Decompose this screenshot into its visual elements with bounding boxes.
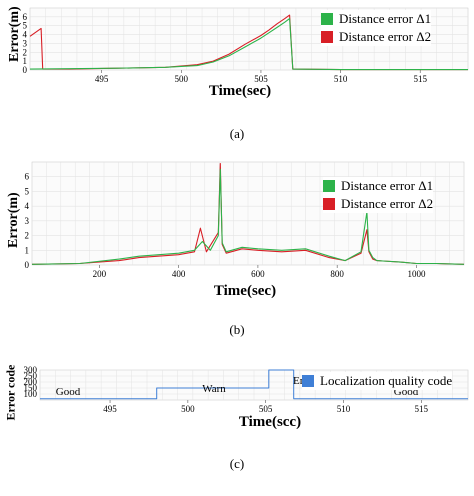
- chart-c-ylabel: Error code: [3, 364, 18, 421]
- y-tick-label: 0: [23, 65, 28, 75]
- legend-swatch-blue: [302, 375, 314, 387]
- chart-a-ylabel: Error(m): [7, 6, 22, 62]
- y-tick-label: 250: [24, 371, 38, 381]
- y-tick-label: 3: [25, 216, 30, 226]
- x-tick-label: 500: [175, 74, 189, 84]
- legend-label: Distance error Δ2: [341, 196, 434, 211]
- chart-panel-a: 0 1 2 3 4 5 6 495 500 505 510 515 Error(m) Time(sec…: [0, 0, 474, 150]
- x-tick-label: 200: [93, 269, 107, 279]
- y-tick-label: 5: [25, 186, 30, 196]
- y-tick-label: 1: [25, 245, 30, 255]
- x-tick-label: 495: [95, 74, 109, 84]
- y-tick-label: 4: [25, 201, 30, 211]
- chart-c-legend-item-blue: Localization quality code: [302, 372, 452, 390]
- legend-label: Distance error Δ1: [341, 178, 434, 193]
- x-tick-label: 495: [103, 404, 117, 414]
- x-tick-label: 800: [330, 269, 344, 279]
- chart-a-legend-item-red: Distance error Δ2: [321, 28, 431, 46]
- chart-a-xlabel: Time(sec): [208, 83, 272, 99]
- y-tick-label: 3: [23, 38, 28, 48]
- chart-b-ylabel: Error(m): [6, 192, 21, 248]
- y-tick-label: 2: [23, 47, 28, 57]
- chart-b-xlabel: Time(sec): [213, 283, 277, 299]
- legend-swatch-green: [323, 180, 335, 192]
- x-tick-label: 515: [413, 74, 427, 84]
- chart-c-legend: Localization quality code: [302, 372, 453, 390]
- legend-label: Distance error Δ2: [339, 29, 432, 44]
- y-tick-label: 100: [24, 389, 38, 399]
- y-tick-label: 150: [24, 383, 38, 393]
- chart-panel-c: 100150200250300495500505510515GoodWarnEm…: [0, 348, 474, 496]
- legend-swatch-red: [323, 198, 335, 210]
- x-tick-label: 510: [337, 404, 351, 414]
- region-label: Warn: [202, 383, 226, 395]
- chart-c-caption: (c): [229, 456, 245, 471]
- chart-c-xlabel: Time(scc): [238, 414, 302, 430]
- y-tick-label: 2: [25, 231, 30, 241]
- chart-a-caption: (a): [229, 126, 245, 141]
- x-tick-label: 515: [415, 404, 429, 414]
- x-tick-label: 505: [259, 404, 273, 414]
- chart-a-legend: Distance error Δ1 Distance error Δ2: [321, 10, 432, 46]
- y-tick-label: 1: [23, 56, 28, 66]
- y-tick-label: 4: [23, 30, 28, 40]
- chart-panel-b: 0 1 2 3 4 5 6 200 400 600 800 1000 Error(m) Time(se…: [0, 150, 474, 340]
- chart-b-legend-item-red: Distance error Δ2: [323, 195, 433, 213]
- x-tick-label: 600: [251, 269, 265, 279]
- region-label: Good: [56, 386, 81, 398]
- legend-label: Distance error Δ1: [339, 11, 432, 26]
- legend-label: Localization quality code: [320, 373, 453, 388]
- chart-a-legend-item-green: Distance error Δ1: [321, 10, 431, 28]
- x-tick-label: 400: [172, 269, 186, 279]
- y-tick-label: 5: [23, 21, 28, 31]
- legend-swatch-green: [321, 13, 333, 25]
- y-tick-label: 300: [24, 365, 38, 375]
- series-line-blue: [40, 369, 468, 400]
- chart-b-legend-item-green: Distance error Δ1: [323, 177, 433, 195]
- y-tick-label: 6: [23, 12, 28, 22]
- x-tick-label: 500: [181, 404, 195, 414]
- x-tick-label: 1000: [407, 269, 426, 279]
- x-tick-label: 510: [334, 74, 348, 84]
- y-tick-label: 6: [25, 172, 30, 182]
- x-tick-label: 505: [254, 74, 268, 84]
- chart-b-caption: (b): [229, 322, 245, 337]
- chart-b-legend: Distance error Δ1 Distance error Δ2: [323, 177, 434, 213]
- y-tick-label: 0: [25, 260, 30, 270]
- y-tick-label: 200: [24, 377, 38, 387]
- series-line-green: [31, 168, 465, 265]
- series-line-green: [29, 18, 468, 71]
- legend-swatch-red: [321, 31, 333, 43]
